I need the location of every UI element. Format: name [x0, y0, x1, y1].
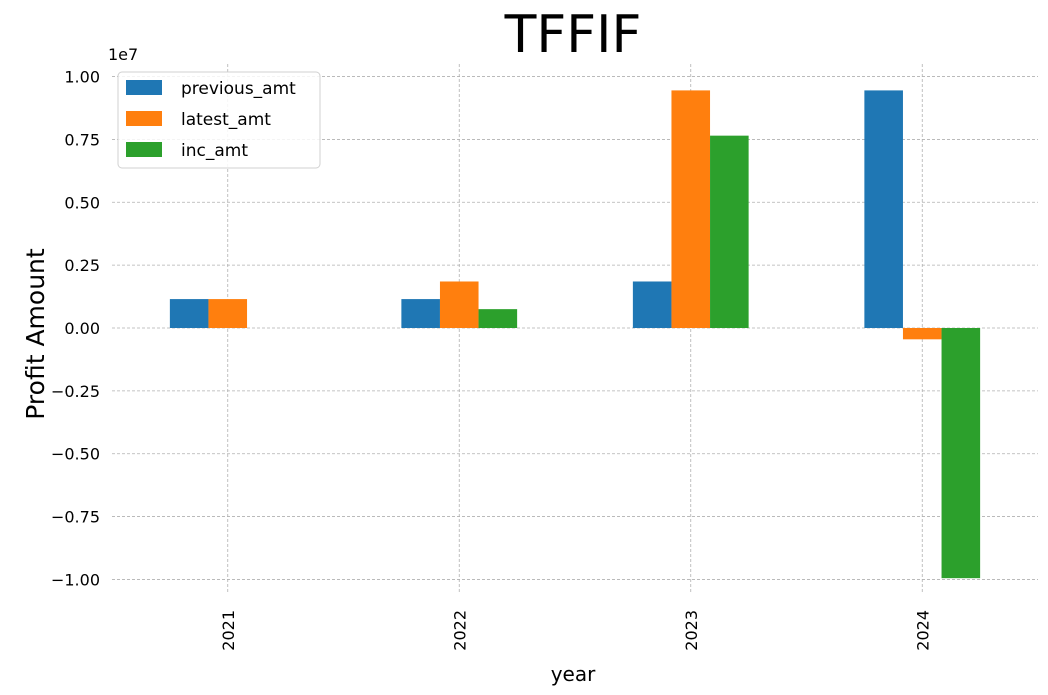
- bar: [478, 309, 518, 328]
- x-tick-label: 2024: [913, 610, 932, 651]
- y-tick-label: −1.00: [51, 570, 100, 589]
- bar: [169, 299, 209, 328]
- bar: [439, 281, 479, 328]
- y-tick-label: 0.25: [64, 256, 100, 275]
- legend-entry: latest_amt: [181, 110, 271, 130]
- bar: [632, 281, 672, 328]
- x-tick-label: 2022: [450, 610, 469, 651]
- legend-entry: inc_amt: [181, 141, 248, 161]
- y-axis-ticks: −1.00 −0.75 −0.50 −0.25 0.00 0.25 0.50 0.75 1.00: [51, 68, 100, 590]
- y-tick-label: −0.75: [51, 508, 100, 527]
- bar: [671, 90, 711, 329]
- bars: [169, 90, 981, 579]
- bar: [864, 90, 903, 329]
- x-tick-label: 2023: [682, 610, 701, 651]
- bar: [902, 328, 942, 340]
- y-tick-label: 1.00: [64, 68, 100, 87]
- chart-title: TFFIF: [504, 5, 642, 65]
- bar: [941, 328, 981, 579]
- x-axis-ticks: 2021 2022 2023 2024: [219, 610, 933, 651]
- y-axis-label: Profit Amount: [21, 248, 50, 420]
- x-axis-label: year: [551, 662, 596, 686]
- legend-frame: [117, 71, 321, 169]
- legend-swatch: [126, 142, 162, 157]
- bar: [208, 299, 248, 328]
- y-tick-label: 0.50: [64, 193, 100, 212]
- legend: previous_amt latest_amt inc_amt: [117, 71, 321, 169]
- y-tick-label: 0.75: [64, 130, 100, 149]
- y-tick-label: −0.50: [51, 445, 100, 464]
- bar: [710, 135, 749, 328]
- y-offset-label: 1e7: [108, 45, 138, 64]
- bar: [401, 299, 440, 328]
- y-tick-label: −0.25: [51, 382, 100, 401]
- legend-entry: previous_amt: [181, 79, 296, 99]
- legend-swatch: [126, 111, 162, 126]
- y-tick-label: 0.00: [64, 319, 100, 338]
- x-tick-label: 2021: [219, 610, 238, 651]
- legend-swatch: [126, 80, 162, 95]
